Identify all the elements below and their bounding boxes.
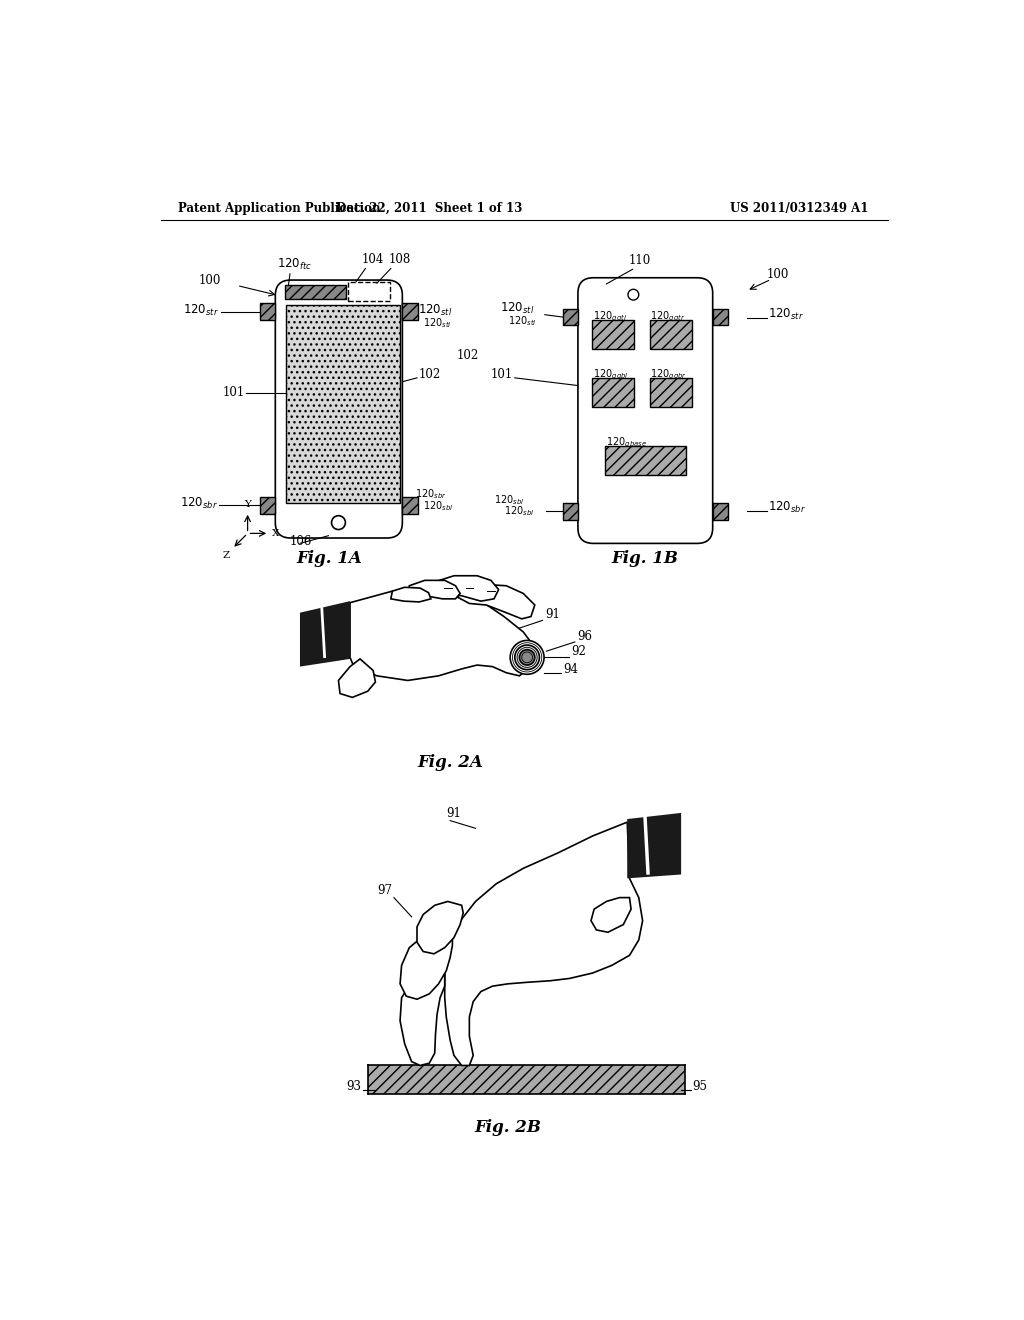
Bar xyxy=(605,446,686,475)
Text: $120_{stl}$: $120_{stl}$ xyxy=(418,304,452,318)
Polygon shape xyxy=(350,590,535,681)
Text: X: X xyxy=(272,529,280,537)
Text: $120_{ggbl}$: $120_{ggbl}$ xyxy=(593,367,628,381)
Polygon shape xyxy=(400,970,444,1065)
Text: 101: 101 xyxy=(222,385,245,399)
Text: $120_{str}$: $120_{str}$ xyxy=(768,306,804,322)
Text: $120_{sbl}$: $120_{sbl}$ xyxy=(504,504,535,517)
Text: 102: 102 xyxy=(457,348,479,362)
Text: 95: 95 xyxy=(692,1080,708,1093)
Text: 91: 91 xyxy=(446,807,461,820)
Text: Fig. 2B: Fig. 2B xyxy=(474,1119,542,1137)
Text: $120_{sbr}$: $120_{sbr}$ xyxy=(768,500,806,515)
Bar xyxy=(592,321,634,350)
Text: 97: 97 xyxy=(378,884,392,896)
Text: $120_{sbl}$: $120_{sbl}$ xyxy=(494,494,524,507)
Text: $120_{sbl}$: $120_{sbl}$ xyxy=(423,499,454,512)
FancyBboxPatch shape xyxy=(275,280,402,539)
Text: Patent Application Publication: Patent Application Publication xyxy=(178,202,381,215)
Text: Fig. 1A: Fig. 1A xyxy=(296,549,362,566)
Polygon shape xyxy=(417,902,463,954)
Text: $120_{ggbr}$: $120_{ggbr}$ xyxy=(650,367,687,381)
Text: $120_{sbr}$: $120_{sbr}$ xyxy=(179,495,217,511)
Circle shape xyxy=(628,289,639,300)
Text: $120_{ggtl}$: $120_{ggtl}$ xyxy=(593,310,627,325)
Text: 110: 110 xyxy=(629,253,651,267)
Text: $120_{str}$: $120_{str}$ xyxy=(183,304,219,318)
Bar xyxy=(402,498,418,515)
Text: $120_{gbase}$: $120_{gbase}$ xyxy=(605,436,646,450)
Text: Fig. 2A: Fig. 2A xyxy=(417,754,483,771)
Text: US 2011/0312349 A1: US 2011/0312349 A1 xyxy=(730,202,868,215)
Bar xyxy=(562,309,578,326)
Text: 96: 96 xyxy=(578,630,592,643)
Polygon shape xyxy=(408,581,460,599)
Polygon shape xyxy=(391,587,431,602)
Circle shape xyxy=(332,516,345,529)
Text: 93: 93 xyxy=(346,1080,361,1093)
Bar xyxy=(260,304,275,321)
FancyBboxPatch shape xyxy=(578,277,713,544)
Bar xyxy=(368,1065,685,1094)
Bar xyxy=(286,305,400,503)
Polygon shape xyxy=(591,898,631,932)
Bar xyxy=(592,378,634,407)
Text: 94: 94 xyxy=(563,663,579,676)
Text: Y: Y xyxy=(244,500,251,508)
Bar xyxy=(649,321,692,350)
Bar xyxy=(713,503,728,520)
Bar xyxy=(562,503,578,520)
Circle shape xyxy=(515,645,540,669)
Polygon shape xyxy=(300,601,350,667)
Bar xyxy=(348,282,390,301)
Text: $120_{ftc}$: $120_{ftc}$ xyxy=(276,256,312,272)
Text: $120_{stl}$: $120_{stl}$ xyxy=(508,314,537,327)
Text: 106: 106 xyxy=(290,535,312,548)
Text: 108: 108 xyxy=(388,253,411,267)
Polygon shape xyxy=(431,576,499,601)
Bar xyxy=(260,498,275,515)
Text: 92: 92 xyxy=(571,645,586,659)
Text: Z: Z xyxy=(222,552,230,560)
Text: Dec. 22, 2011  Sheet 1 of 13: Dec. 22, 2011 Sheet 1 of 13 xyxy=(336,202,522,215)
Text: 100: 100 xyxy=(199,275,221,286)
Text: 101: 101 xyxy=(490,368,513,381)
Bar xyxy=(649,378,692,407)
Polygon shape xyxy=(339,659,376,697)
Text: 100: 100 xyxy=(767,268,788,281)
Polygon shape xyxy=(628,813,681,878)
Text: $120_{sbr}$: $120_{sbr}$ xyxy=(416,487,447,502)
Text: $120_{stl}$: $120_{stl}$ xyxy=(500,301,535,315)
Bar xyxy=(285,285,346,300)
Text: 102: 102 xyxy=(419,368,440,381)
Polygon shape xyxy=(400,932,453,999)
Circle shape xyxy=(519,649,535,665)
Text: Fig. 1B: Fig. 1B xyxy=(611,549,678,566)
Bar xyxy=(402,304,418,321)
Text: 104: 104 xyxy=(361,253,384,267)
Bar xyxy=(713,309,728,326)
Text: $120_{ggtr}$: $120_{ggtr}$ xyxy=(650,310,685,325)
Polygon shape xyxy=(444,822,643,1065)
Text: 91: 91 xyxy=(545,609,560,622)
Text: $120_{stl}$: $120_{stl}$ xyxy=(423,317,452,330)
Polygon shape xyxy=(458,585,535,619)
Circle shape xyxy=(510,640,544,675)
